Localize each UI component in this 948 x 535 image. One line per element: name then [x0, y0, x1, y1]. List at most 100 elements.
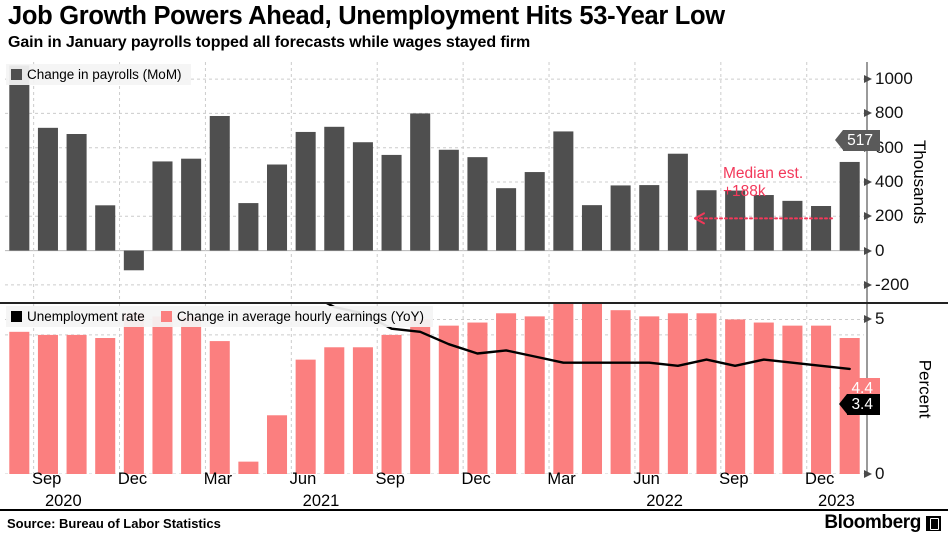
charts-container: Change in payrolls (MoM) -20002004006008… [0, 62, 948, 474]
tick-mark-icon [864, 315, 872, 323]
tick-mark-icon [864, 109, 872, 117]
payrolls-bar [67, 134, 87, 251]
payrolls-bar [124, 251, 144, 271]
payrolls-bar [668, 154, 688, 251]
unemployment-wages-axis-title: Percent [915, 360, 935, 419]
wages-bar [267, 415, 287, 474]
wages-bar [525, 316, 545, 474]
payrolls-tick-label: 0 [875, 240, 884, 262]
payrolls-tick-label: 800 [875, 102, 903, 124]
wages-bar [696, 313, 716, 474]
payrolls-bar [95, 205, 115, 250]
wages-bar [67, 335, 87, 474]
payrolls-bar [238, 203, 258, 250]
tick-mark-icon [864, 281, 872, 289]
wages-bar [181, 316, 201, 474]
payrolls-bar [553, 131, 573, 250]
x-axis-month-label: Mar [547, 470, 575, 489]
payrolls-bar [382, 155, 402, 251]
wages-bar [754, 323, 774, 474]
legend-label-wages: Change in average hourly earnings (YoY) [177, 309, 424, 324]
wages-bar [210, 341, 230, 474]
payrolls-panel: Change in payrolls (MoM) -20002004006008… [0, 62, 948, 302]
payrolls-bar [439, 150, 459, 251]
legend-label-payrolls: Change in payrolls (MoM) [27, 67, 182, 82]
x-axis-month-label: Jun [633, 470, 660, 489]
x-axis-month-label: Jun [290, 470, 317, 489]
page-subtitle: Gain in January payrolls topped all fore… [8, 33, 940, 52]
unemployment-wages-tick-label: 5 [875, 308, 884, 330]
tick-mark-icon [864, 178, 872, 186]
payrolls-bar [353, 142, 373, 250]
brand: Bloomberg [824, 512, 941, 534]
legend-swatch-payrolls [11, 69, 22, 80]
wages-bar [639, 316, 659, 474]
x-axis-month-label: Dec [461, 470, 490, 489]
payrolls-legend: Change in payrolls (MoM) [6, 64, 191, 85]
x-axis-month-label: Sep [376, 470, 405, 489]
payrolls-bar [611, 185, 631, 250]
payrolls-tick-label: 1000 [875, 68, 913, 90]
payrolls-value-badge: 517 [843, 130, 880, 151]
wages-bar [324, 347, 344, 474]
wages-bar [467, 323, 487, 474]
payrolls-bar [840, 162, 860, 251]
x-axis-month-label: Dec [805, 470, 834, 489]
payrolls-bar [582, 205, 602, 250]
payrolls-bar [152, 161, 172, 250]
wages-bar [382, 335, 402, 474]
payrolls-bar [324, 127, 344, 251]
wages-bar [439, 326, 459, 474]
wages-bar [95, 338, 115, 474]
panel-divider [0, 302, 948, 304]
legend-item-unemployment: Unemployment rate [11, 309, 145, 324]
payrolls-bar [782, 201, 802, 251]
payrolls-bar [496, 188, 516, 250]
payrolls-bar [410, 113, 430, 250]
wages-bar [668, 313, 688, 474]
unemployment-wages-plot-svg [5, 304, 864, 474]
wages-bar [496, 313, 516, 474]
payrolls-bar [210, 116, 230, 251]
brand-text: Bloomberg [824, 512, 921, 534]
bloomberg-chart-page: Job Growth Powers Ahead, Unemployment Hi… [0, 0, 948, 535]
payrolls-axis-title: Thousands [909, 140, 929, 224]
payrolls-tick-label: 400 [875, 171, 903, 193]
tick-mark-icon [864, 212, 872, 220]
unemployment-wages-plot [5, 304, 864, 474]
bloomberg-logo-icon [926, 516, 941, 531]
wages-bar [725, 319, 745, 474]
wages-bar [152, 316, 172, 474]
wages-bar [38, 335, 58, 474]
page-title: Job Growth Powers Ahead, Unemployment Hi… [8, 2, 940, 31]
unemployment-value-badge: 3.4 [847, 394, 880, 415]
payrolls-tick-label: -200 [875, 274, 909, 296]
unemployment-wages-legend: Unemployment rate Change in average hour… [6, 306, 433, 327]
source-text: Source: Bureau of Labor Statistics [7, 516, 221, 531]
payrolls-bar [38, 128, 58, 251]
payrolls-bar [467, 157, 487, 250]
x-axis-month-label: Sep [32, 470, 61, 489]
payrolls-bar [267, 165, 287, 251]
wages-bar [553, 304, 573, 474]
payrolls-bar [9, 65, 29, 250]
median-estimate-line2: +188k [723, 183, 803, 201]
wages-bar [811, 326, 831, 474]
legend-label-unemployment: Unemployment rate [27, 309, 145, 324]
wages-bar [124, 313, 144, 474]
wages-bar [296, 360, 316, 474]
wages-bar [782, 326, 802, 474]
payrolls-bar [525, 172, 545, 251]
legend-swatch-wages [161, 311, 172, 322]
payrolls-tick-label: 200 [875, 205, 903, 227]
x-axis-month-label: Dec [118, 470, 147, 489]
wages-bar [9, 332, 29, 474]
payrolls-bar [811, 206, 831, 251]
payrolls-bar [639, 185, 659, 250]
x-axis-month-label: Mar [204, 470, 232, 489]
unemployment-wages-panel: Unemployment rate Change in average hour… [0, 304, 948, 474]
median-estimate-annotation: Median est. +188k [723, 165, 803, 202]
tick-mark-icon [864, 75, 872, 83]
legend-item-payrolls: Change in payrolls (MoM) [11, 67, 182, 82]
median-estimate-line1: Median est. [723, 165, 803, 183]
